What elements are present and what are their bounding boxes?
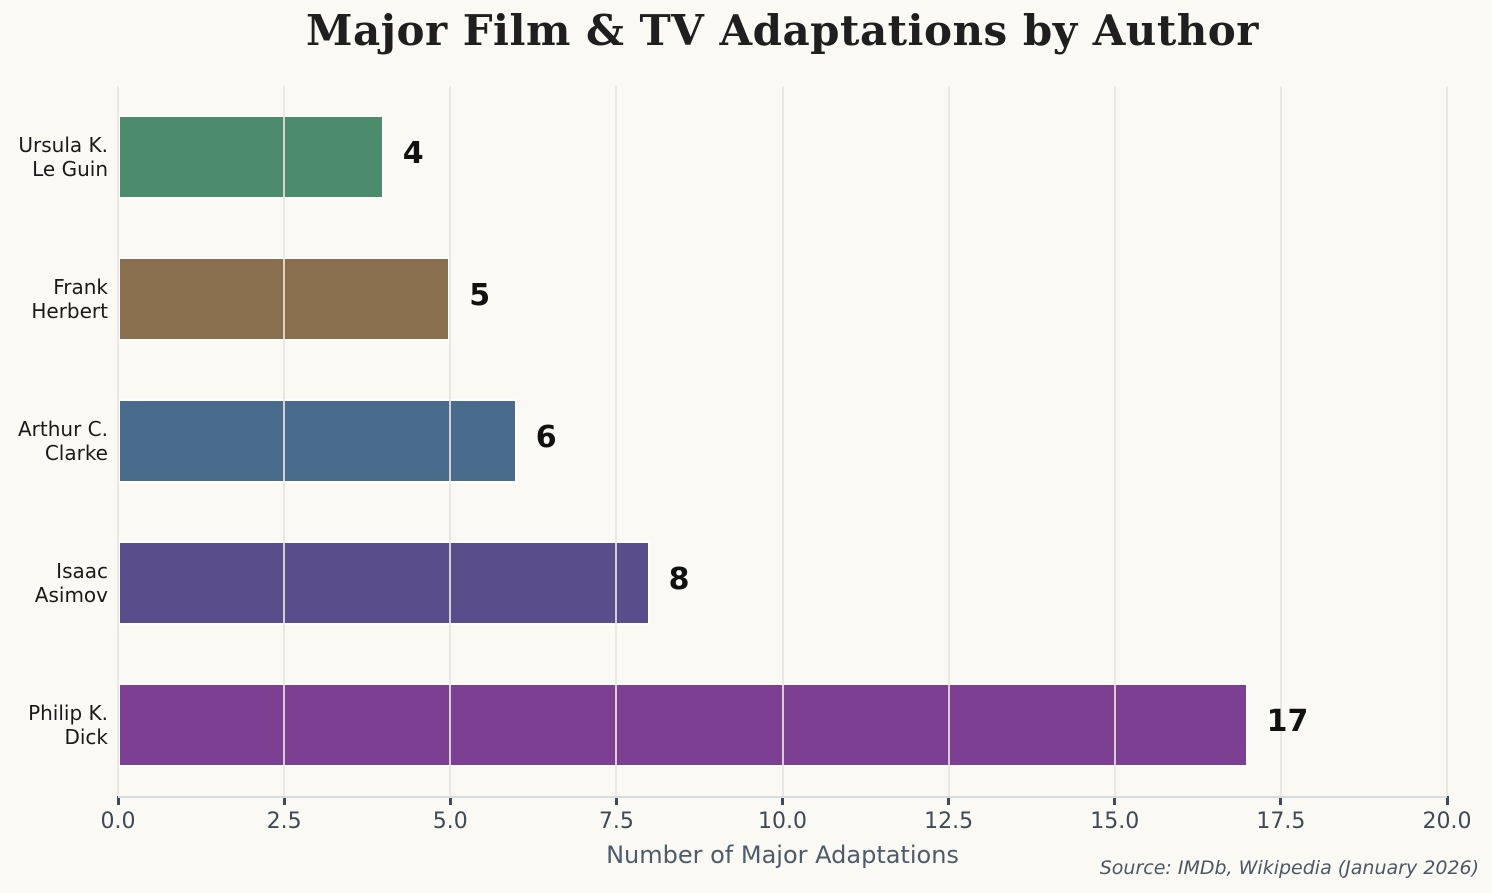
x-tick-mark [947,796,951,805]
bar [118,541,650,625]
x-axis-spine [118,796,1447,798]
x-tick-mark [1113,796,1117,805]
gridline [781,86,784,796]
x-tick-mark [448,796,452,805]
bar [118,399,517,483]
value-label: 8 [668,562,690,597]
category-label: Philip K. Dick [28,700,108,749]
gridline [449,86,452,796]
x-tick-label: 5.0 [432,809,468,834]
category-label: Isaac Asimov [34,558,108,607]
x-tick-label: 17.5 [1256,809,1306,834]
value-label: 5 [469,278,491,313]
category-label: Ursula K. Le Guin [18,132,108,181]
chart-title: Major Film & TV Adaptations by Author [306,6,1259,55]
value-label: 4 [402,136,424,171]
source-note: Source: IMDb, Wikipedia (January 2026) [1099,857,1479,879]
gridline [283,86,286,796]
x-tick-mark [614,796,618,805]
value-label: 6 [535,420,557,455]
gridline [117,86,119,796]
x-tick-label: 10.0 [758,809,807,834]
x-tick-mark [1445,796,1449,805]
gridline [947,86,950,796]
x-tick-label: 2.5 [266,809,302,834]
bar [118,115,384,199]
x-tick-label: 12.5 [924,809,974,834]
x-tick-mark [116,796,120,805]
gridline [1279,86,1282,796]
gridline [1113,86,1116,796]
x-tick-mark [282,796,286,805]
x-tick-label: 0.0 [100,809,136,834]
category-label: Arthur C. Clarke [18,416,108,465]
x-tick-mark [781,796,784,805]
value-label: 17 [1266,704,1309,739]
x-tick-mark [1279,796,1283,805]
x-axis-label: Number of Major Adaptations [606,841,959,869]
x-tick-label: 7.5 [598,809,634,834]
category-label: Frank Herbert [31,274,108,323]
bar [118,683,1248,767]
gridline [1446,86,1448,796]
x-tick-label: 20.0 [1422,809,1472,834]
gridline [615,86,618,796]
x-tick-label: 15.0 [1090,809,1140,834]
